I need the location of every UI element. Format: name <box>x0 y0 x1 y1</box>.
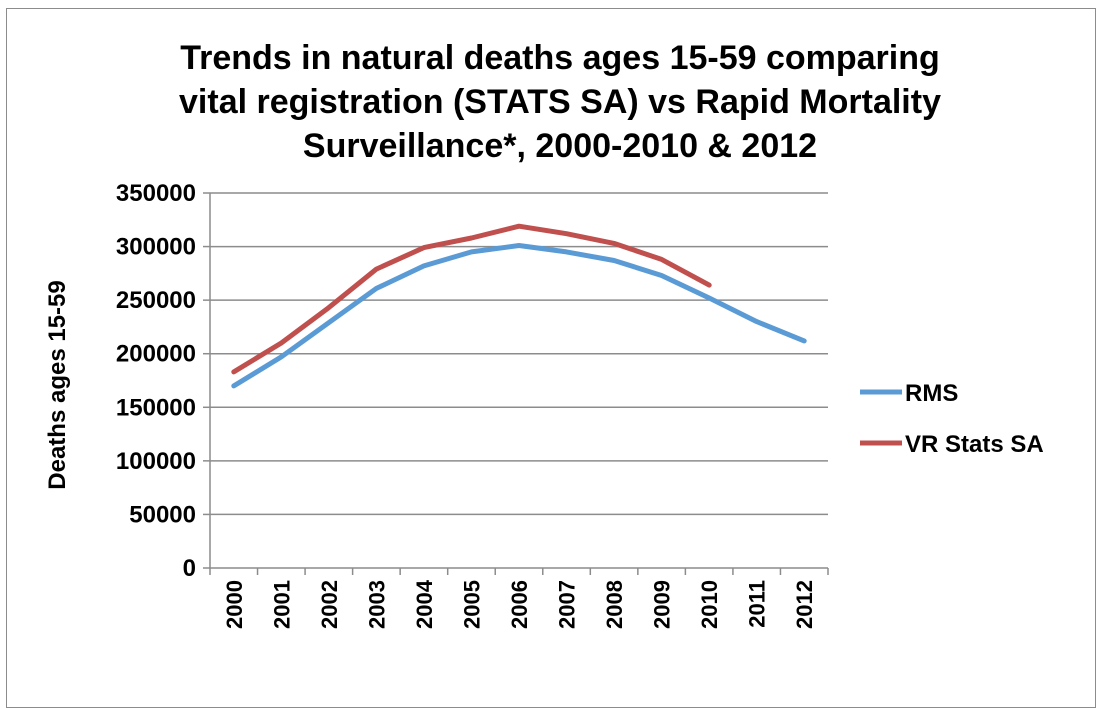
y-tick-label: 300000 <box>116 234 196 261</box>
chart-title: Trends in natural deaths ages 15-59 comp… <box>120 36 1000 168</box>
legend-label: RMS <box>905 380 958 407</box>
chart-frame <box>6 8 1096 708</box>
x-tick-label: 2003 <box>364 580 389 629</box>
gridlines <box>210 192 828 516</box>
x-tick-label: 2007 <box>555 580 580 629</box>
chart-title-line-1: Trends in natural deaths ages 15-59 comp… <box>180 39 940 77</box>
x-tick-label: 2001 <box>269 580 294 629</box>
x-tick-label: 2005 <box>459 580 484 629</box>
x-tick-labels: 2000 2001 2002 2003 2004 2005 2006 2007 2008 2009… <box>222 579 817 629</box>
axes <box>203 192 829 575</box>
x-tick-label: 2004 <box>412 579 437 629</box>
series-line-rms <box>231 243 807 389</box>
y-tick-label: 0 <box>183 555 196 582</box>
x-tick-label: 2006 <box>507 580 532 629</box>
y-axis-label: Deaths ages 15-59 <box>44 280 71 489</box>
y-tick-label: 100000 <box>116 448 196 475</box>
y-tick-label: 350000 <box>116 180 196 207</box>
x-tick-label: 2009 <box>650 580 675 629</box>
y-tick-labels: 0 50000 100000 150000 200000 250000 300000 3500… <box>116 180 196 582</box>
series-lines <box>231 223 807 389</box>
x-tick-label: 2010 <box>697 580 722 629</box>
y-tick-label: 50000 <box>129 501 196 528</box>
x-tick-label: 2002 <box>317 580 342 629</box>
x-tick-label: 2011 <box>745 580 770 628</box>
series-line-vr-stats-sa <box>231 223 712 375</box>
legend: RMS VR Stats SA <box>860 380 1044 458</box>
y-tick-label: 200000 <box>116 341 196 368</box>
y-tick-label: 150000 <box>116 394 196 421</box>
line-chart: 0 50000 100000 150000 200000 250000 300000 3500… <box>44 180 1044 629</box>
chart-title-line-3: Surveillance*, 2000-2010 & 2012 <box>302 127 818 165</box>
y-tick-label: 250000 <box>116 287 196 314</box>
x-tick-label: 2012 <box>792 580 817 629</box>
x-tick-label: 2008 <box>602 580 627 629</box>
chart-title-line-2: vital registration (STATS SA) vs Rapid M… <box>179 83 941 121</box>
x-tick-label: 2000 <box>222 580 247 629</box>
legend-label: VR Stats SA <box>905 431 1044 458</box>
